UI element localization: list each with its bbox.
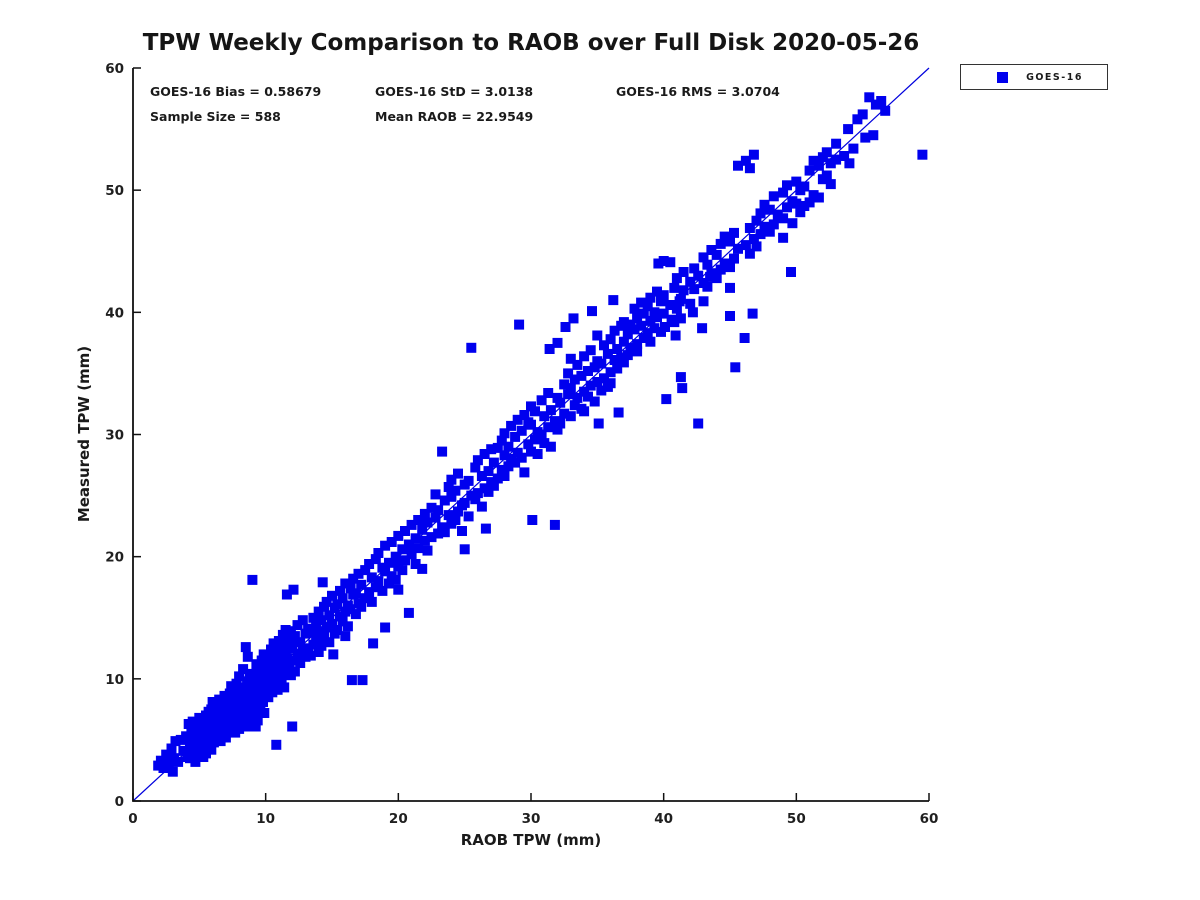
scatter-points	[153, 92, 928, 777]
legend-label: GOES-16	[1026, 71, 1083, 83]
svg-text:40: 40	[654, 811, 673, 827]
x-ticks: 0 10 20 30 40 50 60	[128, 793, 938, 827]
svg-text:30: 30	[522, 811, 541, 827]
svg-text:10: 10	[256, 811, 275, 827]
svg-text:0: 0	[115, 794, 124, 810]
svg-text:60: 60	[920, 811, 939, 827]
stat-sample-size: Sample Size = 588	[150, 109, 281, 124]
svg-text:20: 20	[389, 811, 408, 827]
svg-text:50: 50	[105, 183, 124, 199]
y-axis-label: Measured TPW (mm)	[75, 345, 93, 523]
chart-title: TPW Weekly Comparison to RAOB over Full …	[142, 30, 920, 56]
svg-text:0: 0	[128, 811, 137, 827]
svg-text:40: 40	[105, 305, 124, 321]
legend-marker-square-icon	[997, 71, 1008, 83]
svg-text:10: 10	[105, 672, 124, 688]
svg-text:50: 50	[787, 811, 806, 827]
stat-bias: GOES-16 Bias = 0.58679	[150, 84, 322, 99]
stat-rms: GOES-16 RMS = 3.0704	[616, 84, 780, 99]
y-ticks: 0 10 20 30 40 50 60	[105, 61, 141, 810]
stat-mean-raob: Mean RAOB = 22.9549	[375, 109, 534, 124]
legend: GOES-16	[960, 64, 1108, 90]
stat-std: GOES-16 StD = 3.0138	[375, 84, 534, 99]
svg-text:30: 30	[105, 428, 124, 444]
svg-text:20: 20	[105, 550, 124, 566]
x-axis-label: RAOB TPW (mm)	[460, 831, 602, 849]
svg-text:60: 60	[105, 61, 124, 77]
